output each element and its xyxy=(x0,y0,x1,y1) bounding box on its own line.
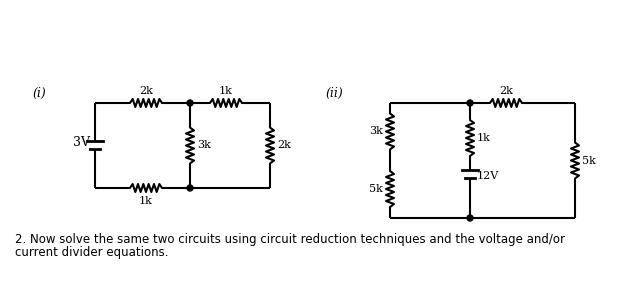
Circle shape xyxy=(467,215,473,221)
Text: 5k: 5k xyxy=(582,156,596,165)
Text: (ii): (ii) xyxy=(325,87,343,100)
Text: 1k: 1k xyxy=(219,86,233,96)
Text: current divider equations.: current divider equations. xyxy=(15,246,168,259)
Text: 2k: 2k xyxy=(499,86,513,96)
Circle shape xyxy=(187,100,193,106)
Text: 2k: 2k xyxy=(277,140,291,151)
Text: 2k: 2k xyxy=(139,86,153,96)
Text: (i): (i) xyxy=(32,87,46,100)
Text: 12V: 12V xyxy=(477,171,499,181)
Text: 3k: 3k xyxy=(197,140,211,151)
Text: 3V: 3V xyxy=(73,136,90,149)
Text: 2. Now solve the same two circuits using circuit reduction techniques and the vo: 2. Now solve the same two circuits using… xyxy=(15,233,565,246)
Text: 3k: 3k xyxy=(369,127,383,136)
Text: 1k: 1k xyxy=(477,133,491,143)
Text: 5k: 5k xyxy=(369,184,383,194)
Circle shape xyxy=(467,100,473,106)
Circle shape xyxy=(187,185,193,191)
Text: 1k: 1k xyxy=(139,196,153,206)
